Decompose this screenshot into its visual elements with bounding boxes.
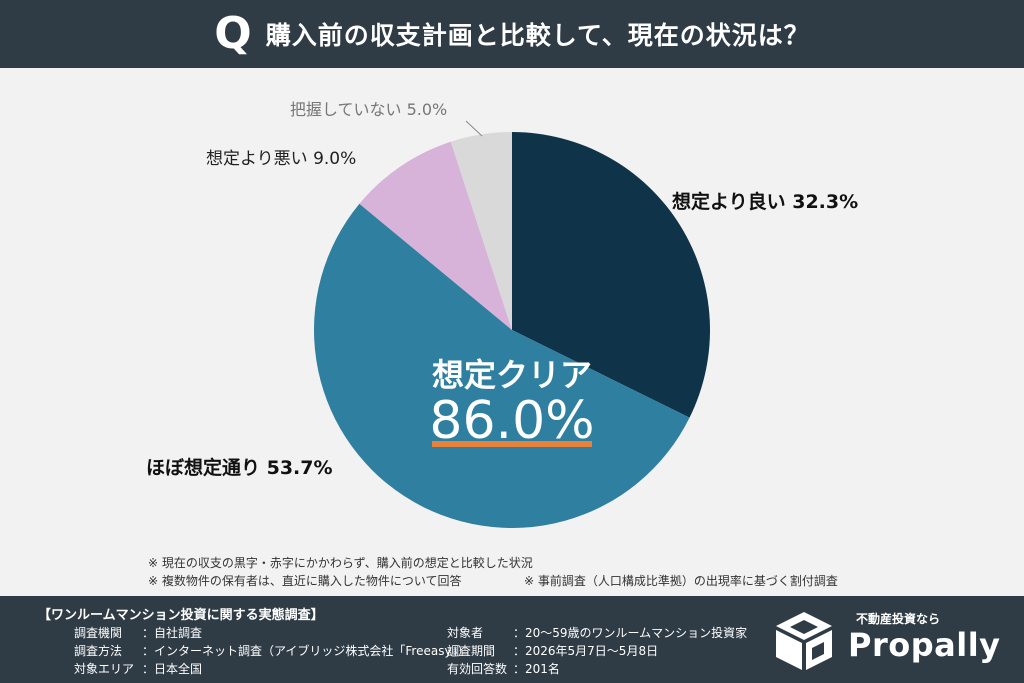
info-row-responses: 有効回答数 ：201名 — [447, 660, 560, 677]
page-title: 購入前の収支計画と比較して、現在の状況は？ — [265, 21, 810, 50]
info-value: ：201名 — [513, 662, 560, 676]
info-row-agency: 調査機関 ：自社調査 — [74, 624, 202, 641]
info-value: ：インターネット調査（アイブリッジ株式会社「Freeasy」） — [142, 644, 470, 658]
survey-title: 【ワンルームマンション投資に関する実態調査】 — [38, 608, 324, 623]
center-underline — [432, 441, 592, 447]
question-mark-icon: Q — [214, 8, 252, 59]
info-key: 対象者 — [447, 626, 484, 640]
note-2: ※ 複数物件の保有者は、直近に購入した物件について回答 — [148, 574, 462, 588]
pie-slice — [314, 203, 690, 529]
slice-label: 把握していない 5.0% — [290, 100, 447, 119]
survey-footer: 【ワンルームマンション投資に関する実態調査】 調査機関 ：自社調査 調査方法 ：イン… — [0, 596, 1024, 683]
info-key: 調査期間 — [447, 644, 496, 658]
info-key: 有効回答数 — [447, 662, 508, 676]
logo-tagline: 不動産投資なら — [856, 612, 941, 626]
pie-slice — [512, 132, 710, 418]
info-row-period: 調査期間 ：2026年5月7日～5月8日 — [447, 642, 658, 659]
info-value: ：2026年5月7日～5月8日 — [513, 644, 659, 658]
propally-logo: 不動産投資なら Propally — [772, 610, 1012, 672]
info-value: ：20～59歳のワンルームマンション投資家 — [513, 626, 748, 640]
pie-chart: 想定より良い 32.3% ほぼ想定通り 53.7% 想定より悪い 9.0% 把握してい… — [146, 100, 858, 529]
note-1: ※ 現在の収支の黒字・赤字にかかわらず、購入前の想定と比較した状況 — [148, 556, 533, 570]
slice-label: ほぼ想定通り 53.7% — [146, 456, 333, 479]
info-row-method: 調査方法 ：インターネット調査（アイブリッジ株式会社「Freeasy」） — [74, 642, 470, 659]
info-value: ：自社調査 — [142, 626, 203, 640]
info-row-area: 対象エリア ：日本全国 — [74, 660, 202, 677]
info-value: ：日本全国 — [142, 662, 203, 676]
info-key: 調査方法 — [74, 644, 123, 658]
logo-name: Propally — [848, 626, 1001, 664]
slice-label: 想定より良い 32.3% — [672, 190, 858, 213]
info-key: 調査機関 — [74, 626, 123, 640]
info-key: 対象エリア — [74, 662, 135, 676]
slice-label: 想定より悪い 9.0% — [206, 149, 356, 169]
header-bar: Q 購入前の収支計画と比較して、現在の状況は？ — [0, 0, 1024, 68]
pie-slice — [450, 132, 512, 330]
cube-logo-icon — [776, 612, 832, 670]
note-3: ※ 事前調査（人口構成比準拠）の出現率に基づく割付調査 — [524, 574, 838, 588]
center-label: 想定クリア — [432, 356, 592, 394]
pie-slice — [359, 141, 512, 330]
info-row-target: 対象者 ：20～59歳のワンルームマンション投資家 — [447, 624, 747, 641]
leader-line — [465, 120, 483, 137]
